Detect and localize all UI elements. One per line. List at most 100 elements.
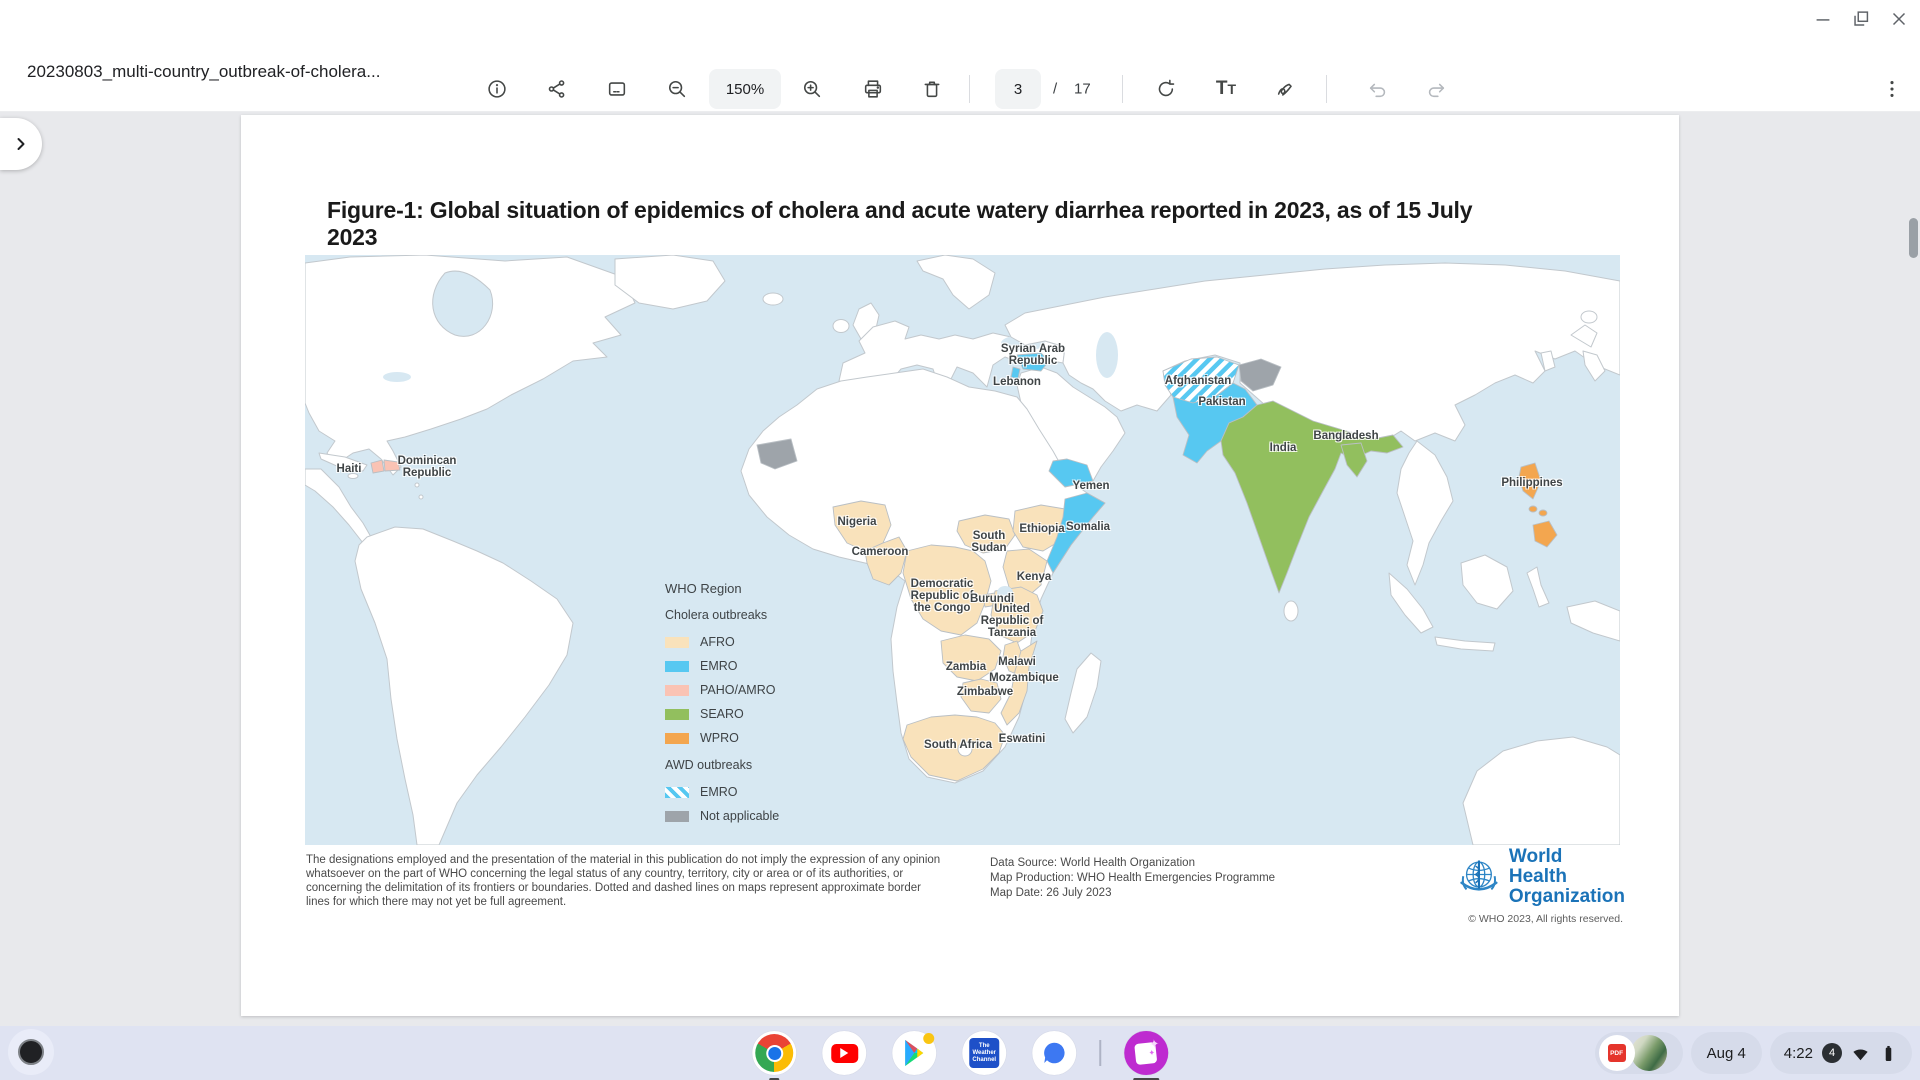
sidebar-toggle-button[interactable] bbox=[0, 118, 42, 170]
country-syria bbox=[1016, 352, 1050, 372]
present-button[interactable] bbox=[596, 68, 638, 110]
minimize-button[interactable] bbox=[1812, 8, 1834, 30]
landmass-indochina bbox=[1396, 440, 1454, 586]
text-annotation-button[interactable]: TT bbox=[1205, 68, 1247, 110]
redo-button[interactable] bbox=[1415, 68, 1457, 110]
country-philippines-visayas bbox=[1538, 509, 1548, 517]
close-icon bbox=[1892, 12, 1906, 26]
legend-item: EMRO bbox=[665, 780, 779, 804]
landmass-korea bbox=[1540, 350, 1556, 372]
rotate-button[interactable] bbox=[1145, 68, 1187, 110]
status-area[interactable]: 4:22 4 bbox=[1769, 1032, 1912, 1074]
recent-pdf-item[interactable]: PDF bbox=[1598, 1035, 1635, 1071]
kebab-menu-icon bbox=[1890, 81, 1894, 97]
country-somalia bbox=[1046, 492, 1106, 574]
landmass-central-america bbox=[305, 468, 372, 544]
app-gallery[interactable]: ✦ ✦ bbox=[1123, 1031, 1168, 1080]
restore-button[interactable] bbox=[1850, 8, 1872, 30]
gallery-icon: ✦ ✦ bbox=[1134, 1036, 1160, 1065]
country-zambia bbox=[940, 634, 1002, 682]
scrollbar-thumb[interactable] bbox=[1909, 218, 1918, 258]
document-title: 20230803_multi-country_outbreak-of-chole… bbox=[27, 62, 381, 81]
app-weather-channel[interactable]: The Weather Channel bbox=[962, 1031, 1007, 1075]
app-messages[interactable] bbox=[1032, 1031, 1077, 1075]
who-logo: World Health Organization © WHO 2023, Al… bbox=[1455, 847, 1625, 925]
chevron-right-icon bbox=[17, 138, 25, 150]
zoom-in-button[interactable] bbox=[791, 68, 833, 110]
legend-swatch bbox=[665, 732, 689, 744]
caspian-sea bbox=[1096, 332, 1118, 378]
island-java bbox=[1434, 636, 1496, 652]
country-lebanon bbox=[1010, 366, 1021, 380]
legend-swatch bbox=[665, 660, 689, 672]
app-play-store[interactable] bbox=[892, 1031, 937, 1075]
pdf-file-icon: PDF bbox=[1607, 1044, 1626, 1062]
zoom-out-button[interactable] bbox=[656, 68, 698, 110]
holding-space-tray[interactable]: PDF bbox=[1594, 1032, 1683, 1074]
notification-dot bbox=[923, 1033, 935, 1044]
country-philippines-mindanao bbox=[1532, 520, 1558, 548]
print-button[interactable] bbox=[852, 68, 894, 110]
who-copyright: © WHO 2023, All rights reserved. bbox=[1468, 913, 1623, 925]
legend-item: EMRO bbox=[665, 654, 779, 678]
lake-victoria bbox=[997, 586, 1013, 600]
landmass-greenland bbox=[614, 255, 726, 310]
recent-screenshot-item[interactable] bbox=[1630, 1035, 1667, 1071]
undo-button[interactable] bbox=[1357, 68, 1399, 110]
shelf: The Weather Channel ✦ ✦ PDF Aug 4 4:22 4 bbox=[0, 1026, 1920, 1080]
hudson-bay bbox=[432, 270, 494, 337]
app-chrome[interactable] bbox=[752, 1031, 797, 1080]
legend-label: EMRO bbox=[700, 659, 738, 673]
ink-annotation-button[interactable] bbox=[1265, 68, 1307, 110]
app-youtube[interactable] bbox=[822, 1031, 867, 1075]
ink-pen-icon bbox=[1277, 83, 1292, 96]
weather-channel-icon: The Weather Channel bbox=[969, 1038, 1000, 1068]
clock: 4:22 bbox=[1783, 1044, 1813, 1062]
legend-awd-title: AWD outbreaks bbox=[665, 758, 753, 772]
running-indicator bbox=[1132, 1078, 1159, 1080]
page-number-input[interactable]: 3 bbox=[995, 69, 1041, 109]
info-button[interactable] bbox=[476, 68, 518, 110]
print-icon bbox=[864, 80, 882, 98]
screen-record-icon bbox=[18, 1039, 44, 1065]
country-south-sudan bbox=[956, 514, 1016, 554]
island-antilles bbox=[418, 494, 424, 500]
country-bangladesh bbox=[1340, 442, 1368, 478]
share-button[interactable] bbox=[536, 68, 578, 110]
wifi-icon bbox=[1853, 1048, 1868, 1060]
legend-item: SEARO bbox=[665, 702, 779, 726]
zoom-out-icon bbox=[668, 80, 686, 98]
country-dominican-republic bbox=[383, 459, 401, 472]
launcher-button[interactable] bbox=[8, 1029, 54, 1075]
island-borneo bbox=[1460, 554, 1514, 610]
island-japan bbox=[1582, 350, 1606, 382]
date-pill[interactable]: Aug 4 bbox=[1690, 1032, 1762, 1074]
country-drc bbox=[902, 544, 992, 636]
island-sumatra bbox=[1388, 572, 1434, 634]
toolbar-divider bbox=[1326, 75, 1327, 103]
redo-icon bbox=[1428, 83, 1445, 98]
legend-swatch bbox=[665, 684, 689, 696]
great-lakes bbox=[383, 372, 411, 382]
toolbar-divider bbox=[969, 75, 970, 103]
legend-item: Not applicable bbox=[665, 804, 779, 828]
delete-button[interactable] bbox=[911, 68, 953, 110]
shelf-separator bbox=[1099, 1040, 1101, 1066]
pdf-page: Figure-1: Global situation of epidemics … bbox=[241, 115, 1679, 1016]
legend-item: AFRO bbox=[665, 630, 779, 654]
legend-label: AFRO bbox=[700, 635, 735, 649]
legend-item: PAHO/AMRO bbox=[665, 678, 779, 702]
island-ireland bbox=[832, 319, 850, 333]
more-options-button[interactable] bbox=[1871, 68, 1913, 110]
country-south-africa bbox=[902, 714, 1006, 782]
map-disclaimer: The designations employed and the presen… bbox=[306, 854, 941, 908]
rotate-icon bbox=[1158, 79, 1175, 97]
island-antilles bbox=[414, 482, 420, 488]
close-button[interactable] bbox=[1888, 8, 1910, 30]
zoom-level[interactable]: 150% bbox=[709, 69, 781, 109]
presentation-icon bbox=[608, 82, 626, 96]
legend-swatch bbox=[665, 636, 689, 648]
messages-icon bbox=[1044, 1042, 1065, 1064]
notification-count-badge: 4 bbox=[1822, 1043, 1842, 1063]
